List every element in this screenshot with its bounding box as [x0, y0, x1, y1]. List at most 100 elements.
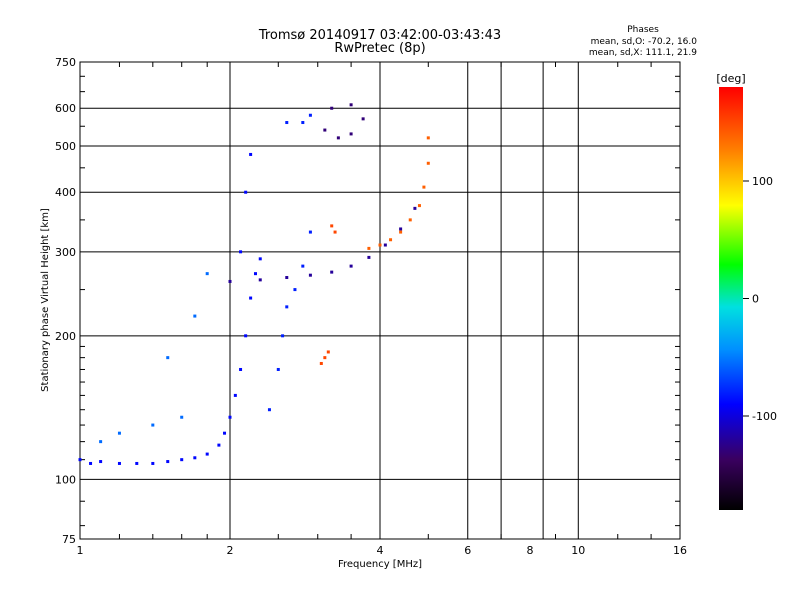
y-tick-label: 500 [55, 140, 76, 153]
series-group [99, 272, 209, 444]
colorbar-label: [deg] [716, 72, 745, 85]
data-point [166, 460, 170, 464]
data-point [367, 255, 371, 259]
x-tick-label: 6 [464, 544, 471, 557]
data-point [89, 461, 93, 465]
data-point [319, 361, 323, 365]
data-points [78, 103, 430, 465]
data-point [361, 117, 365, 121]
y-tick-label: 750 [55, 56, 76, 69]
data-point [258, 278, 262, 282]
minor-ticks [80, 62, 680, 539]
data-point [336, 136, 340, 140]
data-point [301, 264, 305, 268]
data-point [333, 230, 337, 234]
x-axis-label: Frequency [MHz] [338, 559, 422, 570]
data-point [389, 238, 393, 242]
data-point [233, 393, 237, 397]
y-tick-label: 400 [55, 186, 76, 199]
data-point [285, 121, 289, 125]
data-point [399, 227, 403, 231]
y-tick-label: 200 [55, 330, 76, 343]
data-point [193, 314, 197, 318]
data-point [117, 431, 121, 435]
series-group [228, 206, 417, 283]
data-point [180, 458, 184, 462]
data-point [308, 273, 312, 277]
data-point [308, 113, 312, 117]
y-tick-labels: 75 100 200 300 400 500 600 750 [55, 56, 76, 546]
x-tick-labels: 1 2 4 6 8 10 16 [77, 544, 688, 557]
y-tick-label: 100 [55, 473, 76, 486]
data-point [285, 276, 289, 280]
data-point [267, 408, 271, 412]
data-point [308, 230, 312, 234]
data-point [349, 264, 353, 268]
data-point [193, 456, 197, 460]
data-point [349, 132, 353, 136]
grid-lines [80, 62, 680, 539]
data-point [276, 367, 280, 371]
data-point [151, 423, 155, 427]
series-group [267, 113, 312, 412]
colorbar-tick-label: 100 [752, 175, 773, 188]
data-point [383, 243, 387, 247]
data-point [239, 250, 243, 254]
x-tick-label: 1 [77, 544, 84, 557]
data-point [258, 257, 262, 261]
data-point [367, 246, 371, 250]
data-point [135, 461, 139, 465]
chart-title-line2: RwPretec (8p) [334, 41, 425, 56]
data-point [413, 206, 417, 210]
x-tick-label: 10 [571, 544, 585, 557]
data-point [244, 334, 248, 338]
data-point [399, 230, 403, 234]
colorbar [719, 87, 743, 510]
data-point [249, 296, 253, 300]
data-point [253, 272, 257, 276]
data-point [330, 270, 334, 274]
data-point [408, 218, 412, 222]
data-point [117, 461, 121, 465]
data-point [205, 272, 209, 276]
series-group [78, 152, 262, 465]
data-point [205, 452, 209, 456]
colorbar-ticks: 100 0 -100 [743, 175, 777, 423]
data-point [301, 121, 305, 125]
data-point [426, 136, 430, 140]
data-point [330, 224, 334, 228]
y-tick-label: 600 [55, 102, 76, 115]
data-point [349, 103, 353, 107]
x-tick-label: 2 [227, 544, 234, 557]
series-group [323, 103, 365, 140]
data-point [426, 161, 430, 165]
data-point [99, 440, 103, 444]
data-point [422, 185, 426, 189]
data-point [293, 288, 297, 292]
data-point [244, 190, 248, 194]
x-tick-label: 8 [527, 544, 534, 557]
phases-x-stats: mean, sd,X: 111.1, 21.9 [589, 48, 697, 58]
data-point [326, 350, 330, 354]
series-group [319, 224, 337, 365]
data-point [217, 443, 221, 447]
phases-label: Phases [627, 25, 659, 35]
data-point [223, 431, 227, 435]
data-point [330, 106, 334, 110]
data-point [249, 152, 253, 156]
data-point [378, 243, 382, 247]
colorbar-tick-label: -100 [752, 410, 777, 423]
data-point [417, 204, 421, 208]
data-point [99, 460, 103, 464]
colorbar-tick-label: 0 [752, 293, 759, 306]
x-tick-label: 4 [377, 544, 384, 557]
y-tick-label: 300 [55, 246, 76, 259]
data-point [78, 458, 82, 462]
data-point [228, 279, 232, 283]
x-tick-label: 16 [673, 544, 687, 557]
chart-title-line1: Tromsø 20140917 03:42:00-03:43:43 [258, 28, 501, 43]
data-point [180, 415, 184, 419]
data-point [285, 305, 289, 309]
data-point [166, 356, 170, 360]
